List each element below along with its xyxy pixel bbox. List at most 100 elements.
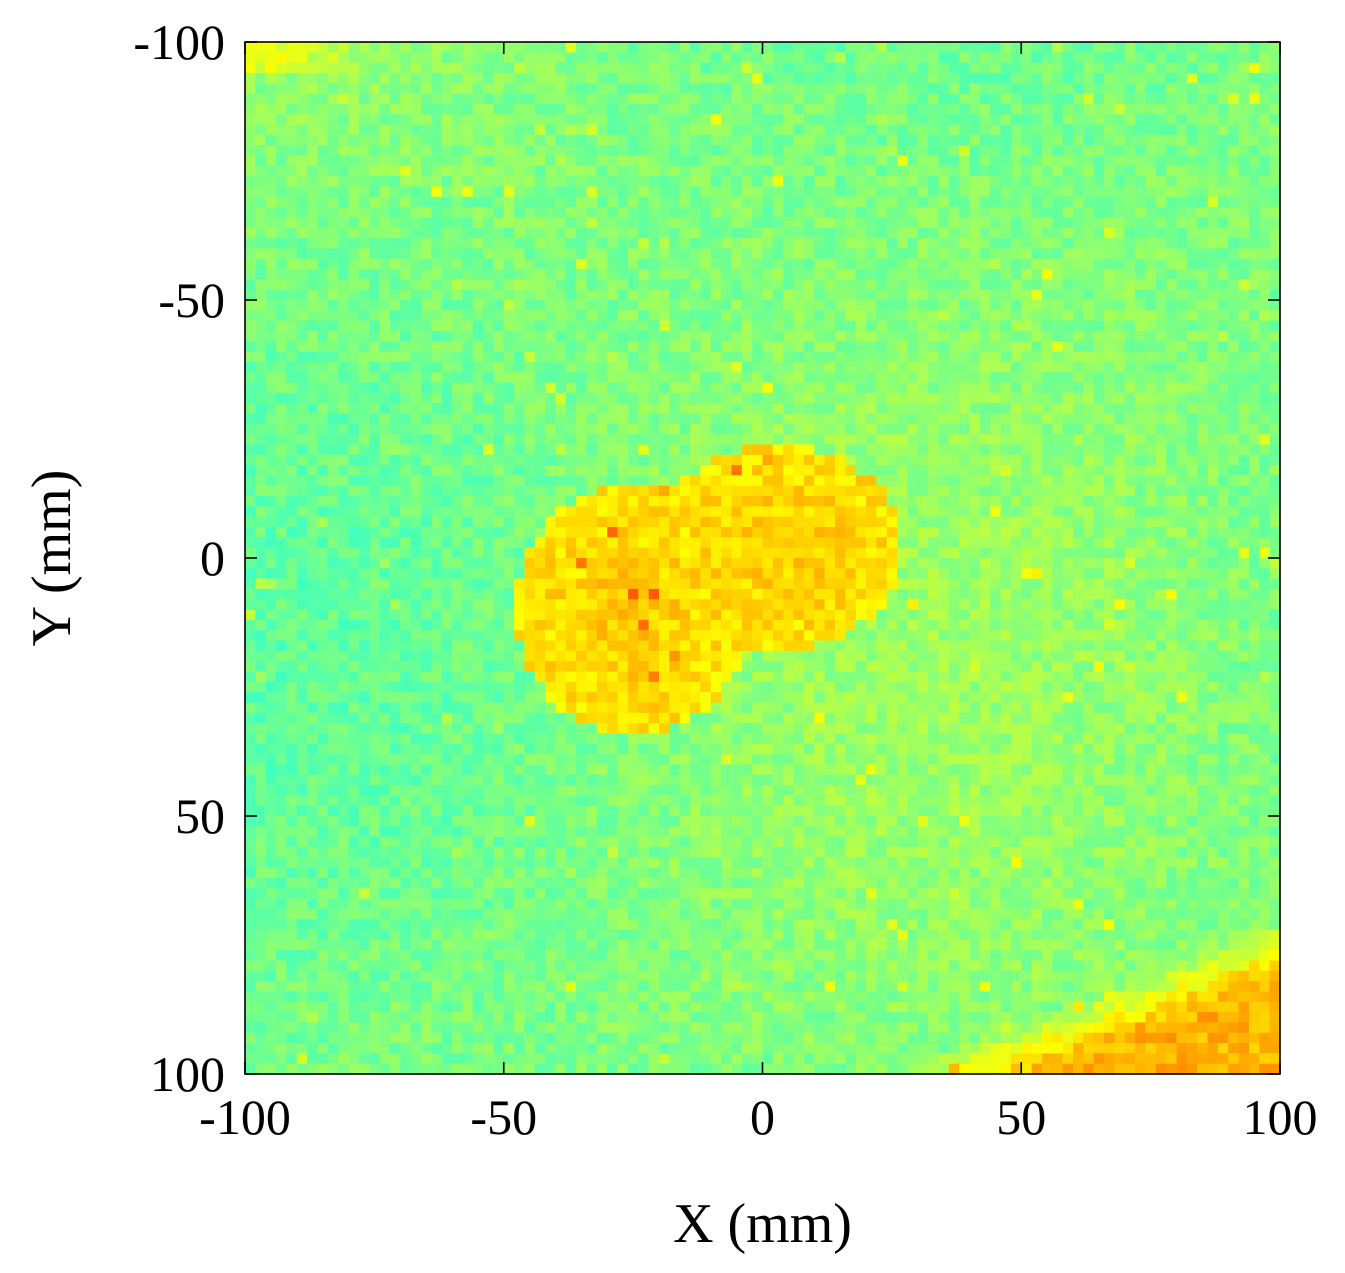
heatmap-cell	[1083, 506, 1095, 518]
heatmap-cell	[410, 413, 422, 425]
heatmap-cell	[327, 444, 339, 456]
heatmap-cell	[410, 423, 422, 435]
heatmap-cell	[710, 72, 722, 84]
heatmap-cell	[1248, 372, 1260, 384]
heatmap-cell	[1186, 83, 1198, 95]
heatmap-cell	[596, 134, 608, 146]
heatmap-cell	[627, 475, 639, 487]
heatmap-cell	[710, 258, 722, 270]
heatmap-cell	[576, 300, 588, 311]
heatmap-cell	[772, 42, 784, 53]
heatmap-cell	[607, 413, 619, 425]
heatmap-cell	[907, 134, 919, 146]
heatmap-cell	[1238, 269, 1250, 280]
heatmap-cell	[462, 248, 474, 260]
heatmap-cell	[420, 279, 432, 291]
heatmap-cell	[803, 300, 815, 311]
heatmap-cell	[721, 176, 733, 188]
heatmap-cell	[741, 320, 753, 332]
heatmap-cell	[1083, 434, 1095, 446]
heatmap-cell	[1238, 165, 1250, 177]
heatmap-cell	[1000, 52, 1012, 64]
heatmap-cell	[472, 248, 484, 260]
heatmap-cell	[783, 537, 795, 549]
heatmap-cell	[1155, 279, 1167, 291]
heatmap-cell	[855, 454, 867, 466]
heatmap-cell	[762, 341, 774, 353]
heatmap-cell	[1238, 475, 1250, 487]
heatmap-cell	[959, 485, 971, 497]
heatmap-cell	[1197, 506, 1209, 518]
heatmap-cell	[1176, 434, 1188, 446]
heatmap-cell	[286, 320, 298, 332]
heatmap-cell	[576, 341, 588, 353]
heatmap-cell	[524, 176, 536, 188]
heatmap-cell	[472, 103, 484, 115]
heatmap-cell	[803, 103, 815, 115]
heatmap-cell	[938, 248, 950, 260]
heatmap-cell	[472, 320, 484, 332]
heatmap-cell	[1062, 289, 1074, 301]
heatmap-cell	[793, 134, 805, 146]
heatmap-cell	[431, 269, 443, 280]
heatmap-cell	[1228, 361, 1240, 373]
heatmap-cell	[938, 537, 950, 549]
heatmap-cell	[1073, 413, 1084, 425]
heatmap-cell	[1248, 330, 1260, 342]
heatmap-cell	[979, 114, 991, 126]
heatmap-cell	[752, 269, 764, 280]
heatmap-cell	[948, 361, 960, 373]
heatmap-cell	[793, 145, 805, 157]
heatmap-cell	[938, 217, 950, 229]
heatmap-cell	[296, 269, 308, 280]
heatmap-cell	[700, 165, 712, 177]
heatmap-cell	[928, 454, 940, 466]
heatmap-cell	[317, 310, 329, 322]
heatmap-cell	[400, 155, 412, 167]
heatmap-cell	[845, 145, 857, 157]
heatmap-cell	[1155, 361, 1167, 373]
heatmap-cell	[979, 465, 991, 477]
heatmap-cell	[803, 527, 815, 538]
heatmap-cell	[752, 537, 764, 549]
heatmap-cell	[596, 176, 608, 188]
heatmap-cell	[1052, 496, 1064, 507]
heatmap-cell	[845, 454, 857, 466]
heatmap-cell	[731, 475, 743, 487]
heatmap-cell	[741, 186, 753, 198]
heatmap-cell	[524, 506, 536, 518]
heatmap-cell	[617, 227, 629, 239]
heatmap-cell	[959, 341, 971, 353]
heatmap-cell	[783, 72, 795, 84]
heatmap-cell	[897, 454, 908, 466]
heatmap-cell	[928, 516, 940, 528]
heatmap-cell	[969, 330, 981, 342]
heatmap-cell	[389, 423, 401, 435]
heatmap-cell	[607, 248, 619, 260]
heatmap-cell	[534, 454, 546, 466]
heatmap-cell	[493, 258, 505, 270]
heatmap-cell	[1155, 527, 1167, 538]
heatmap-cell	[897, 248, 908, 260]
heatmap-cell	[659, 341, 670, 353]
heatmap-cell	[1135, 196, 1147, 208]
heatmap-cell	[855, 547, 867, 559]
heatmap-cell	[1155, 176, 1167, 188]
heatmap-cell	[483, 454, 494, 466]
heatmap-cell	[493, 547, 505, 559]
heatmap-cell	[669, 93, 681, 105]
heatmap-cell	[576, 475, 588, 487]
heatmap-cell	[1010, 145, 1022, 157]
heatmap-cell	[276, 114, 287, 126]
heatmap-cell	[1021, 351, 1033, 363]
heatmap-cell	[534, 372, 546, 384]
heatmap-cell	[1093, 72, 1105, 84]
heatmap-cell	[1248, 279, 1260, 291]
heatmap-cell	[431, 289, 443, 301]
heatmap-cell	[669, 207, 681, 219]
heatmap-cell	[524, 52, 536, 64]
heatmap-cell	[855, 279, 867, 291]
heatmap-cell	[845, 392, 857, 404]
heatmap-cell	[327, 165, 339, 177]
heatmap-cell	[555, 310, 567, 322]
